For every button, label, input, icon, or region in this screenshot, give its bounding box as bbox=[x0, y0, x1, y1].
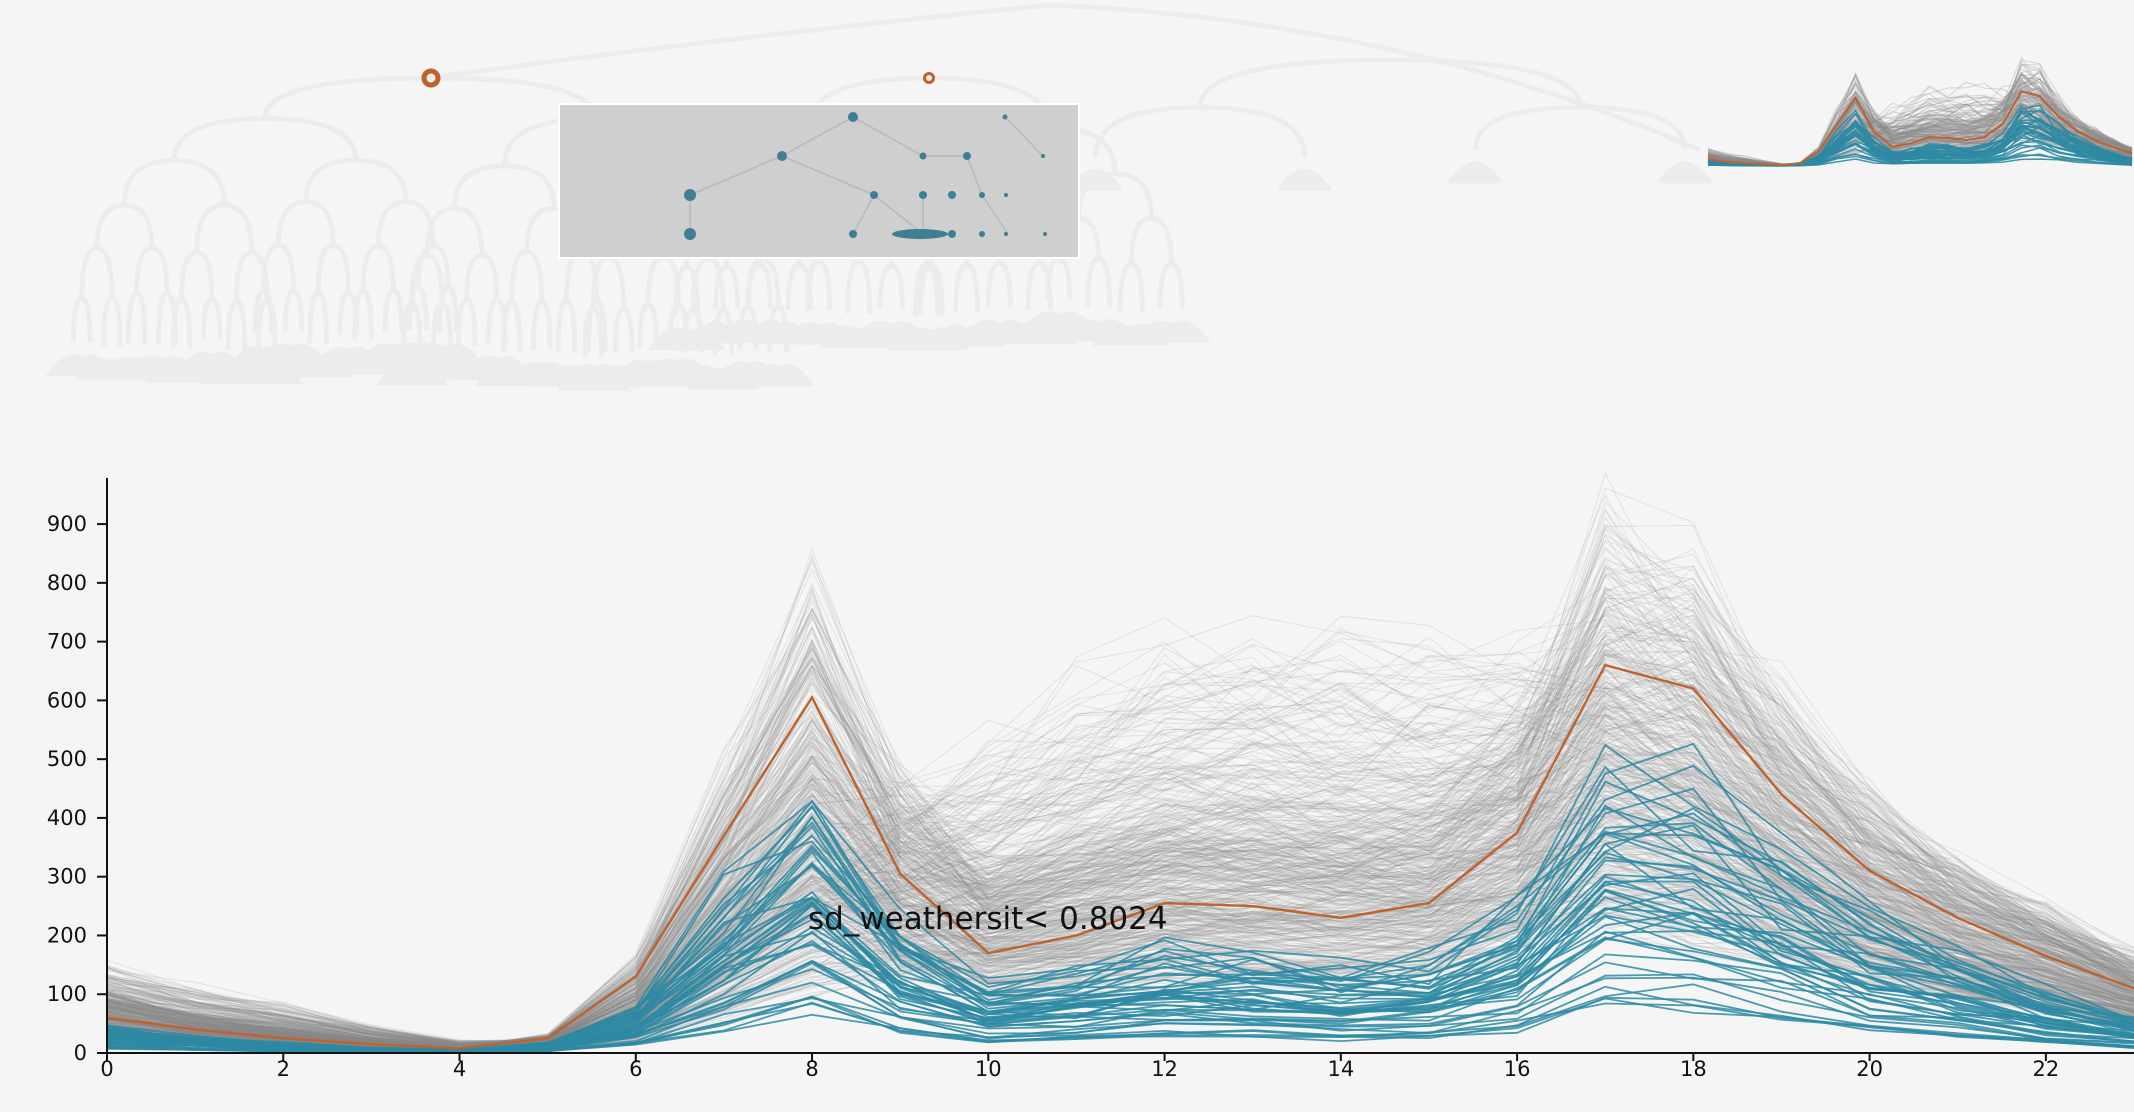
x-tick-label: 4 bbox=[453, 1057, 466, 1081]
selected-node-large[interactable] bbox=[421, 68, 441, 88]
background-tree-leaves bbox=[45, 161, 1713, 391]
x-tick-label: 14 bbox=[1327, 1057, 1354, 1081]
subtree-panel[interactable] bbox=[558, 103, 1080, 259]
y-tick-label: 800 bbox=[47, 571, 87, 595]
y-tick-label: 0 bbox=[74, 1041, 87, 1065]
y-tick-label: 500 bbox=[47, 747, 87, 771]
y-tick-label: 900 bbox=[47, 512, 87, 536]
x-tick-label: 0 bbox=[100, 1057, 113, 1081]
axes: 0 2 4 6 8 10 12 14 16 18 20 22 0 100 200 300 400 500 600 70… bbox=[47, 478, 2134, 1081]
overview-thumbnail[interactable] bbox=[1706, 48, 2134, 168]
x-tick-label: 8 bbox=[805, 1057, 818, 1081]
subtree-nodes bbox=[684, 112, 1047, 240]
x-tick-label: 22 bbox=[2033, 1057, 2060, 1081]
x-tick-label: 12 bbox=[1151, 1057, 1178, 1081]
y-tick-label: 400 bbox=[47, 806, 87, 830]
x-tick-label: 10 bbox=[975, 1057, 1002, 1081]
x-tick-label: 6 bbox=[629, 1057, 642, 1081]
selected-series-line[interactable] bbox=[106, 663, 2134, 1050]
highlight-cluster-lines bbox=[106, 742, 2134, 1054]
x-tick-label: 16 bbox=[1504, 1057, 1531, 1081]
y-tick-label: 600 bbox=[47, 688, 87, 712]
y-tick-label: 100 bbox=[47, 982, 87, 1006]
main-chart: 0 2 4 6 8 10 12 14 16 18 20 22 0 100 200 300 400 500 600 70… bbox=[47, 471, 2134, 1081]
y-tick-label: 300 bbox=[47, 865, 87, 889]
x-tick-label: 20 bbox=[1856, 1057, 1883, 1081]
split-annotation: sd_weathersit< 0.8024 bbox=[808, 901, 1168, 937]
selected-node-small[interactable] bbox=[923, 72, 935, 84]
x-tick-label: 18 bbox=[1680, 1057, 1707, 1081]
y-tick-label: 700 bbox=[47, 630, 87, 654]
y-tick-label: 200 bbox=[47, 923, 87, 947]
x-tick-label: 2 bbox=[277, 1057, 290, 1081]
